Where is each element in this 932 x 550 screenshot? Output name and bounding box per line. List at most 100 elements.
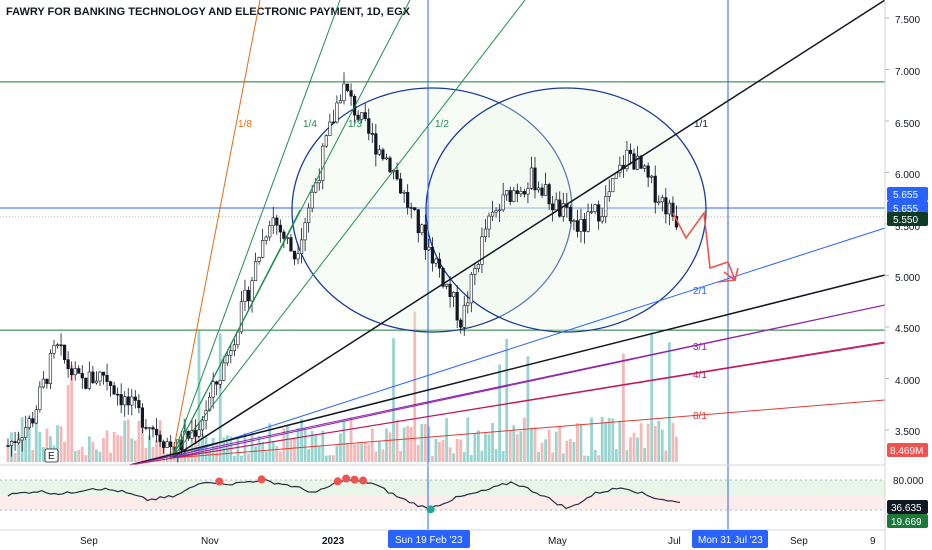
candle-body (398, 178, 403, 194)
candle-body (381, 149, 385, 160)
candle-body (423, 224, 427, 251)
candle-body (116, 393, 120, 396)
volume-bar (381, 449, 385, 462)
candle-body (643, 165, 647, 169)
candle-body (582, 218, 587, 232)
candle-body (579, 218, 583, 232)
volume-bar (522, 417, 526, 462)
candle-body (20, 437, 24, 441)
candle-body (653, 175, 657, 203)
candle-body (239, 301, 244, 333)
volume-bar (148, 435, 151, 462)
volume-bar (314, 435, 318, 462)
candle-body (80, 373, 84, 379)
volume-bar (236, 438, 240, 462)
candle-body (512, 190, 516, 202)
volume-bar (533, 427, 537, 462)
time-marker-left-bg (388, 530, 470, 548)
candle-body (628, 149, 633, 155)
candle-body (9, 441, 14, 446)
volume-bar (282, 428, 286, 462)
volume-bar (293, 438, 296, 462)
volume-bar (73, 450, 77, 462)
volume-bar (643, 447, 647, 462)
candle-body (165, 441, 169, 448)
fan-label-8-1: 8/1 (693, 411, 707, 422)
volume-bar (215, 442, 219, 462)
candle-body (448, 283, 452, 298)
candle-body (572, 220, 576, 222)
candle-body (328, 121, 332, 136)
volume-bar (218, 333, 222, 462)
volume-bar (59, 426, 63, 462)
candle-body (253, 261, 258, 282)
volume-bar (31, 449, 35, 462)
volume-bar (537, 451, 540, 462)
candle-body (388, 157, 392, 173)
volume-bar (119, 436, 123, 462)
volume-bar (409, 426, 413, 462)
volume-bar (335, 445, 339, 462)
volume-bar (56, 425, 59, 462)
volume-bar (565, 440, 569, 462)
candle-body (607, 191, 611, 197)
gann-fan-line (171, 399, 886, 459)
volume-bar (303, 428, 307, 462)
volume-bar (317, 446, 321, 462)
price-tick-4000: 4.000 (895, 376, 920, 387)
candle-body (34, 409, 38, 424)
candle-body (70, 368, 74, 376)
candle-body (543, 184, 548, 196)
earnings-badge[interactable]: E (48, 451, 55, 462)
volume-bar (607, 417, 611, 462)
volume-bar (515, 434, 519, 462)
volume-bar (34, 418, 38, 462)
candle-body (452, 291, 456, 298)
rsi-upper-band (0, 480, 885, 495)
price-badge-b: 5.655 (893, 204, 918, 215)
candle-body (137, 400, 141, 409)
volume-bar (448, 447, 452, 462)
candle-body (126, 396, 130, 406)
candle-body (208, 396, 212, 411)
candle-body (24, 427, 28, 438)
volume-bar (487, 434, 491, 462)
chart-title: FAWRY FOR BANKING TECHNOLOGY AND ELECTRO… (6, 6, 410, 18)
volume-bar (271, 441, 275, 462)
candle-body (299, 239, 304, 254)
candle-body (494, 210, 498, 213)
candle-body (13, 441, 17, 444)
candle-body (275, 217, 279, 226)
fan-label-4-1: 4/1 (693, 370, 707, 381)
volume-bar (650, 332, 654, 462)
candle-body (264, 236, 268, 241)
time-label-may: May (548, 536, 567, 547)
candle-body (84, 377, 88, 389)
volume-bar (296, 427, 300, 462)
rsi-oversold-dot (426, 505, 435, 514)
volume-bar (240, 455, 243, 462)
candle-body (108, 381, 113, 386)
volume-bar (657, 420, 661, 462)
volume-badge-bg (887, 443, 928, 457)
candle-body (133, 396, 137, 401)
earnings-badge-bg[interactable] (44, 448, 59, 463)
price-badge-b-bg (887, 201, 928, 215)
last-price-badge: 5.550 (893, 215, 918, 226)
volume-bar (441, 440, 445, 462)
candle-body (589, 211, 594, 213)
candle-body (87, 371, 91, 389)
volume-bar (95, 449, 98, 462)
volume-bar (300, 418, 303, 462)
gann-fan-line-inner (171, 209, 301, 459)
volume-bar (505, 338, 509, 462)
volume-bar (197, 331, 201, 462)
trend-line-low (129, 341, 886, 466)
volume-bar (339, 433, 342, 462)
volume-bar (225, 435, 229, 462)
volume-bar (130, 438, 134, 462)
candle-body (505, 190, 509, 196)
volume-bar (632, 432, 636, 462)
volume-bar (112, 431, 116, 462)
